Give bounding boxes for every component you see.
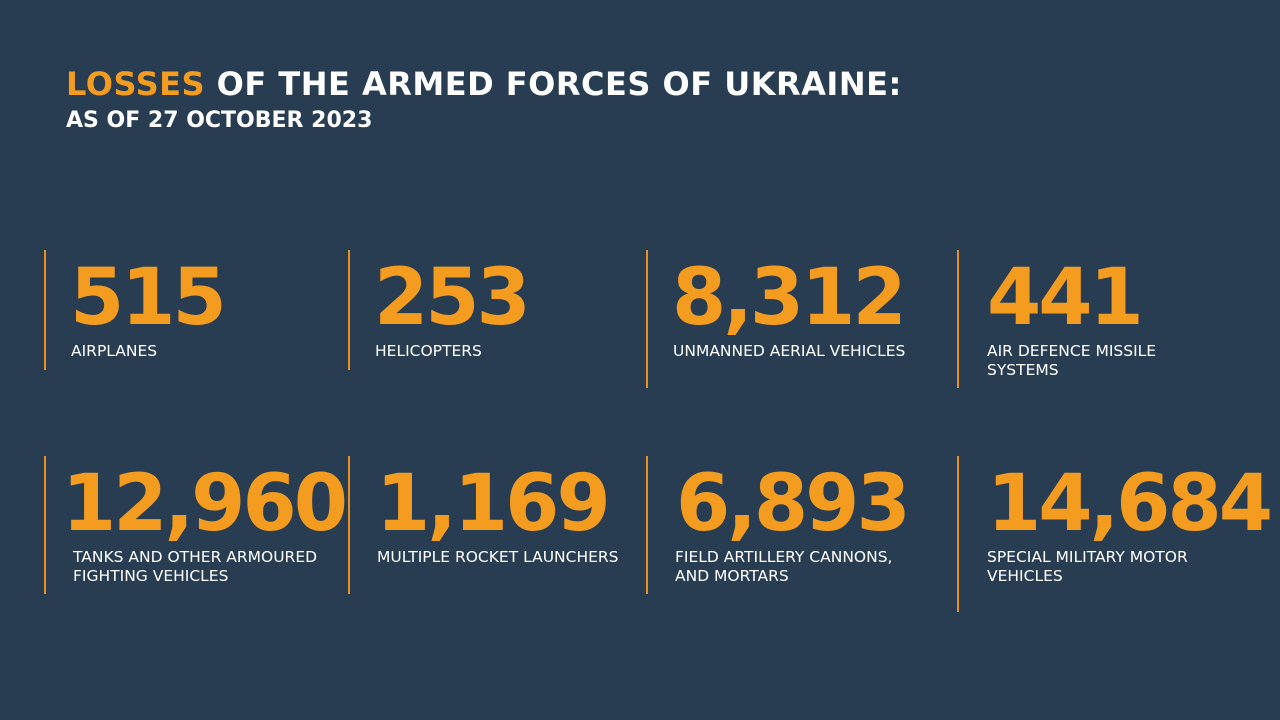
stat-label: AIR DEFENCE MISSILE SYSTEMS	[987, 342, 1157, 379]
stat-label: FIELD ARTILLERY CANNONS, AND MORTARS	[675, 548, 893, 585]
stat-label: UNMANNED AERIAL VEHICLES	[673, 342, 906, 360]
page-title: LOSSES OF THE ARMED FORCES OF UKRAINE:	[66, 62, 902, 106]
stat-value: 1,169	[376, 459, 611, 549]
stat-value: 8,312	[672, 253, 907, 343]
stat-value: 515	[70, 253, 227, 343]
stat-multiple-rocket-launchers: 1,169 MULTIPLE ROCKET LAUNCHERS	[348, 456, 646, 594]
stat-value: 441	[987, 253, 1144, 343]
stat-label: SPECIAL MILITARY MOTOR VEHICLES	[987, 548, 1188, 585]
page-title-accent: LOSSES	[66, 65, 206, 103]
stat-helicopters: 253 HELICOPTERS	[348, 250, 640, 370]
stat-special-military-motor-vehicles: 14,684 SPECIAL MILITARY MOTOR VEHICLES	[957, 456, 1273, 612]
stat-value: 12,960	[62, 459, 348, 549]
page-title-rest: OF THE ARMED FORCES OF UKRAINE:	[205, 65, 902, 103]
stat-value: 6,893	[676, 459, 911, 549]
stat-tanks-armoured-vehicles: 12,960 TANKS AND OTHER ARMOURED FIGHTING…	[44, 456, 348, 594]
page-subtitle: AS OF 27 OCTOBER 2023	[66, 108, 373, 133]
stat-value: 253	[374, 253, 531, 343]
stat-label: TANKS AND OTHER ARMOURED FIGHTING VEHICL…	[73, 548, 318, 585]
stat-unmanned-aerial-vehicles: 8,312 UNMANNED AERIAL VEHICLES	[646, 250, 948, 388]
stat-label: HELICOPTERS	[375, 342, 482, 360]
stat-field-artillery: 6,893 FIELD ARTILLERY CANNONS, AND MORTA…	[646, 456, 948, 594]
stat-label: MULTIPLE ROCKET LAUNCHERS	[377, 548, 619, 566]
stat-air-defence-missile-systems: 441 AIR DEFENCE MISSILE SYSTEMS	[957, 250, 1259, 388]
stat-airplanes: 515 AIRPLANES	[44, 250, 336, 370]
stat-value: 14,684	[987, 459, 1273, 549]
stat-label: AIRPLANES	[71, 342, 158, 360]
